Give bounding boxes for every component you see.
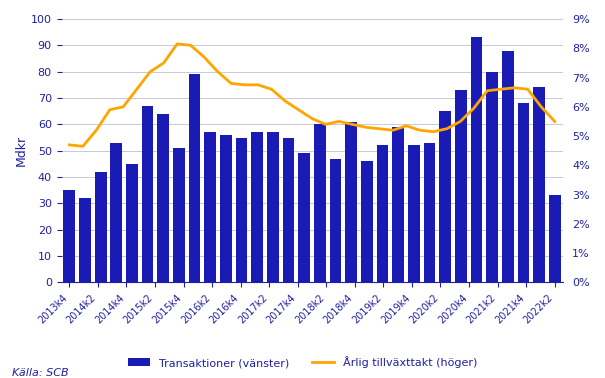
Årlig tillväxttakt (höger) [214, 70, 221, 74]
Årlig tillväxttakt (höger) [227, 81, 235, 86]
Line: Årlig tillväxttakt (höger): Årlig tillväxttakt (höger) [70, 44, 555, 146]
Årlig tillväxttakt (höger) [483, 88, 491, 93]
Bar [471, 37, 482, 282]
Årlig tillväxttakt (höger) [430, 129, 437, 134]
Årlig tillväxttakt (höger) [497, 87, 505, 91]
Årlig tillväxttakt (höger) [443, 127, 451, 131]
Årlig tillväxttakt (höger) [93, 128, 100, 133]
Text: Källa: SCB: Källa: SCB [12, 368, 69, 378]
Årlig tillväxttakt (höger) [120, 105, 127, 109]
Årlig tillväxttakt (höger) [187, 43, 194, 48]
Bar [455, 90, 466, 282]
Årlig tillväxttakt (höger) [511, 85, 518, 90]
Bar [376, 146, 388, 282]
Årlig tillväxttakt (höger) [200, 55, 208, 59]
Bar [157, 114, 169, 282]
Bar [220, 135, 232, 282]
Bar [79, 198, 91, 282]
Årlig tillväxttakt (höger) [133, 87, 140, 91]
Årlig tillväxttakt (höger) [470, 106, 477, 110]
Bar [189, 74, 200, 282]
Bar [408, 146, 420, 282]
Bar [95, 172, 106, 282]
Årlig tillväxttakt (höger) [146, 70, 154, 74]
Bar [533, 87, 545, 282]
Bar [345, 122, 357, 282]
Årlig tillväxttakt (höger) [106, 107, 113, 112]
Y-axis label: Mdkr: Mdkr [15, 135, 28, 166]
Årlig tillväxttakt (höger) [241, 82, 248, 87]
Årlig tillväxttakt (höger) [389, 128, 396, 133]
Legend: Transaktioner (vänster), Årlig tillväxttakt (höger): Transaktioner (vänster), Årlig tillväxtt… [123, 352, 482, 372]
Bar [111, 143, 122, 282]
Bar [549, 195, 561, 282]
Bar [126, 164, 138, 282]
Bar [517, 103, 529, 282]
Bar [330, 159, 341, 282]
Bar [173, 148, 185, 282]
Årlig tillväxttakt (höger) [255, 82, 262, 87]
Årlig tillväxttakt (höger) [416, 128, 423, 133]
Årlig tillväxttakt (höger) [66, 143, 73, 147]
Bar [439, 111, 451, 282]
Bar [64, 190, 75, 282]
Bar [267, 132, 279, 282]
Årlig tillväxttakt (höger) [309, 116, 316, 121]
Bar [424, 143, 436, 282]
Bar [251, 132, 263, 282]
Årlig tillväxttakt (höger) [160, 60, 168, 65]
Bar [392, 127, 404, 282]
Årlig tillväxttakt (höger) [322, 122, 329, 127]
Årlig tillväxttakt (höger) [79, 144, 87, 149]
Bar [283, 138, 295, 282]
Årlig tillväxttakt (höger) [362, 125, 370, 130]
Årlig tillväxttakt (höger) [335, 119, 342, 124]
Årlig tillväxttakt (höger) [457, 119, 464, 124]
Bar [142, 106, 154, 282]
Bar [298, 153, 310, 282]
Bar [236, 138, 247, 282]
Årlig tillväxttakt (höger) [295, 107, 302, 112]
Bar [204, 132, 216, 282]
Årlig tillväxttakt (höger) [174, 42, 181, 46]
Årlig tillväxttakt (höger) [349, 122, 356, 127]
Bar [361, 161, 373, 282]
Årlig tillväxttakt (höger) [524, 87, 531, 91]
Årlig tillväxttakt (höger) [281, 99, 289, 103]
Årlig tillväxttakt (höger) [376, 127, 383, 131]
Årlig tillväxttakt (höger) [268, 87, 275, 91]
Bar [486, 72, 498, 282]
Bar [502, 51, 514, 282]
Årlig tillväxttakt (höger) [551, 119, 558, 124]
Årlig tillväxttakt (höger) [403, 124, 410, 128]
Årlig tillväxttakt (höger) [538, 105, 545, 109]
Bar [314, 124, 325, 282]
